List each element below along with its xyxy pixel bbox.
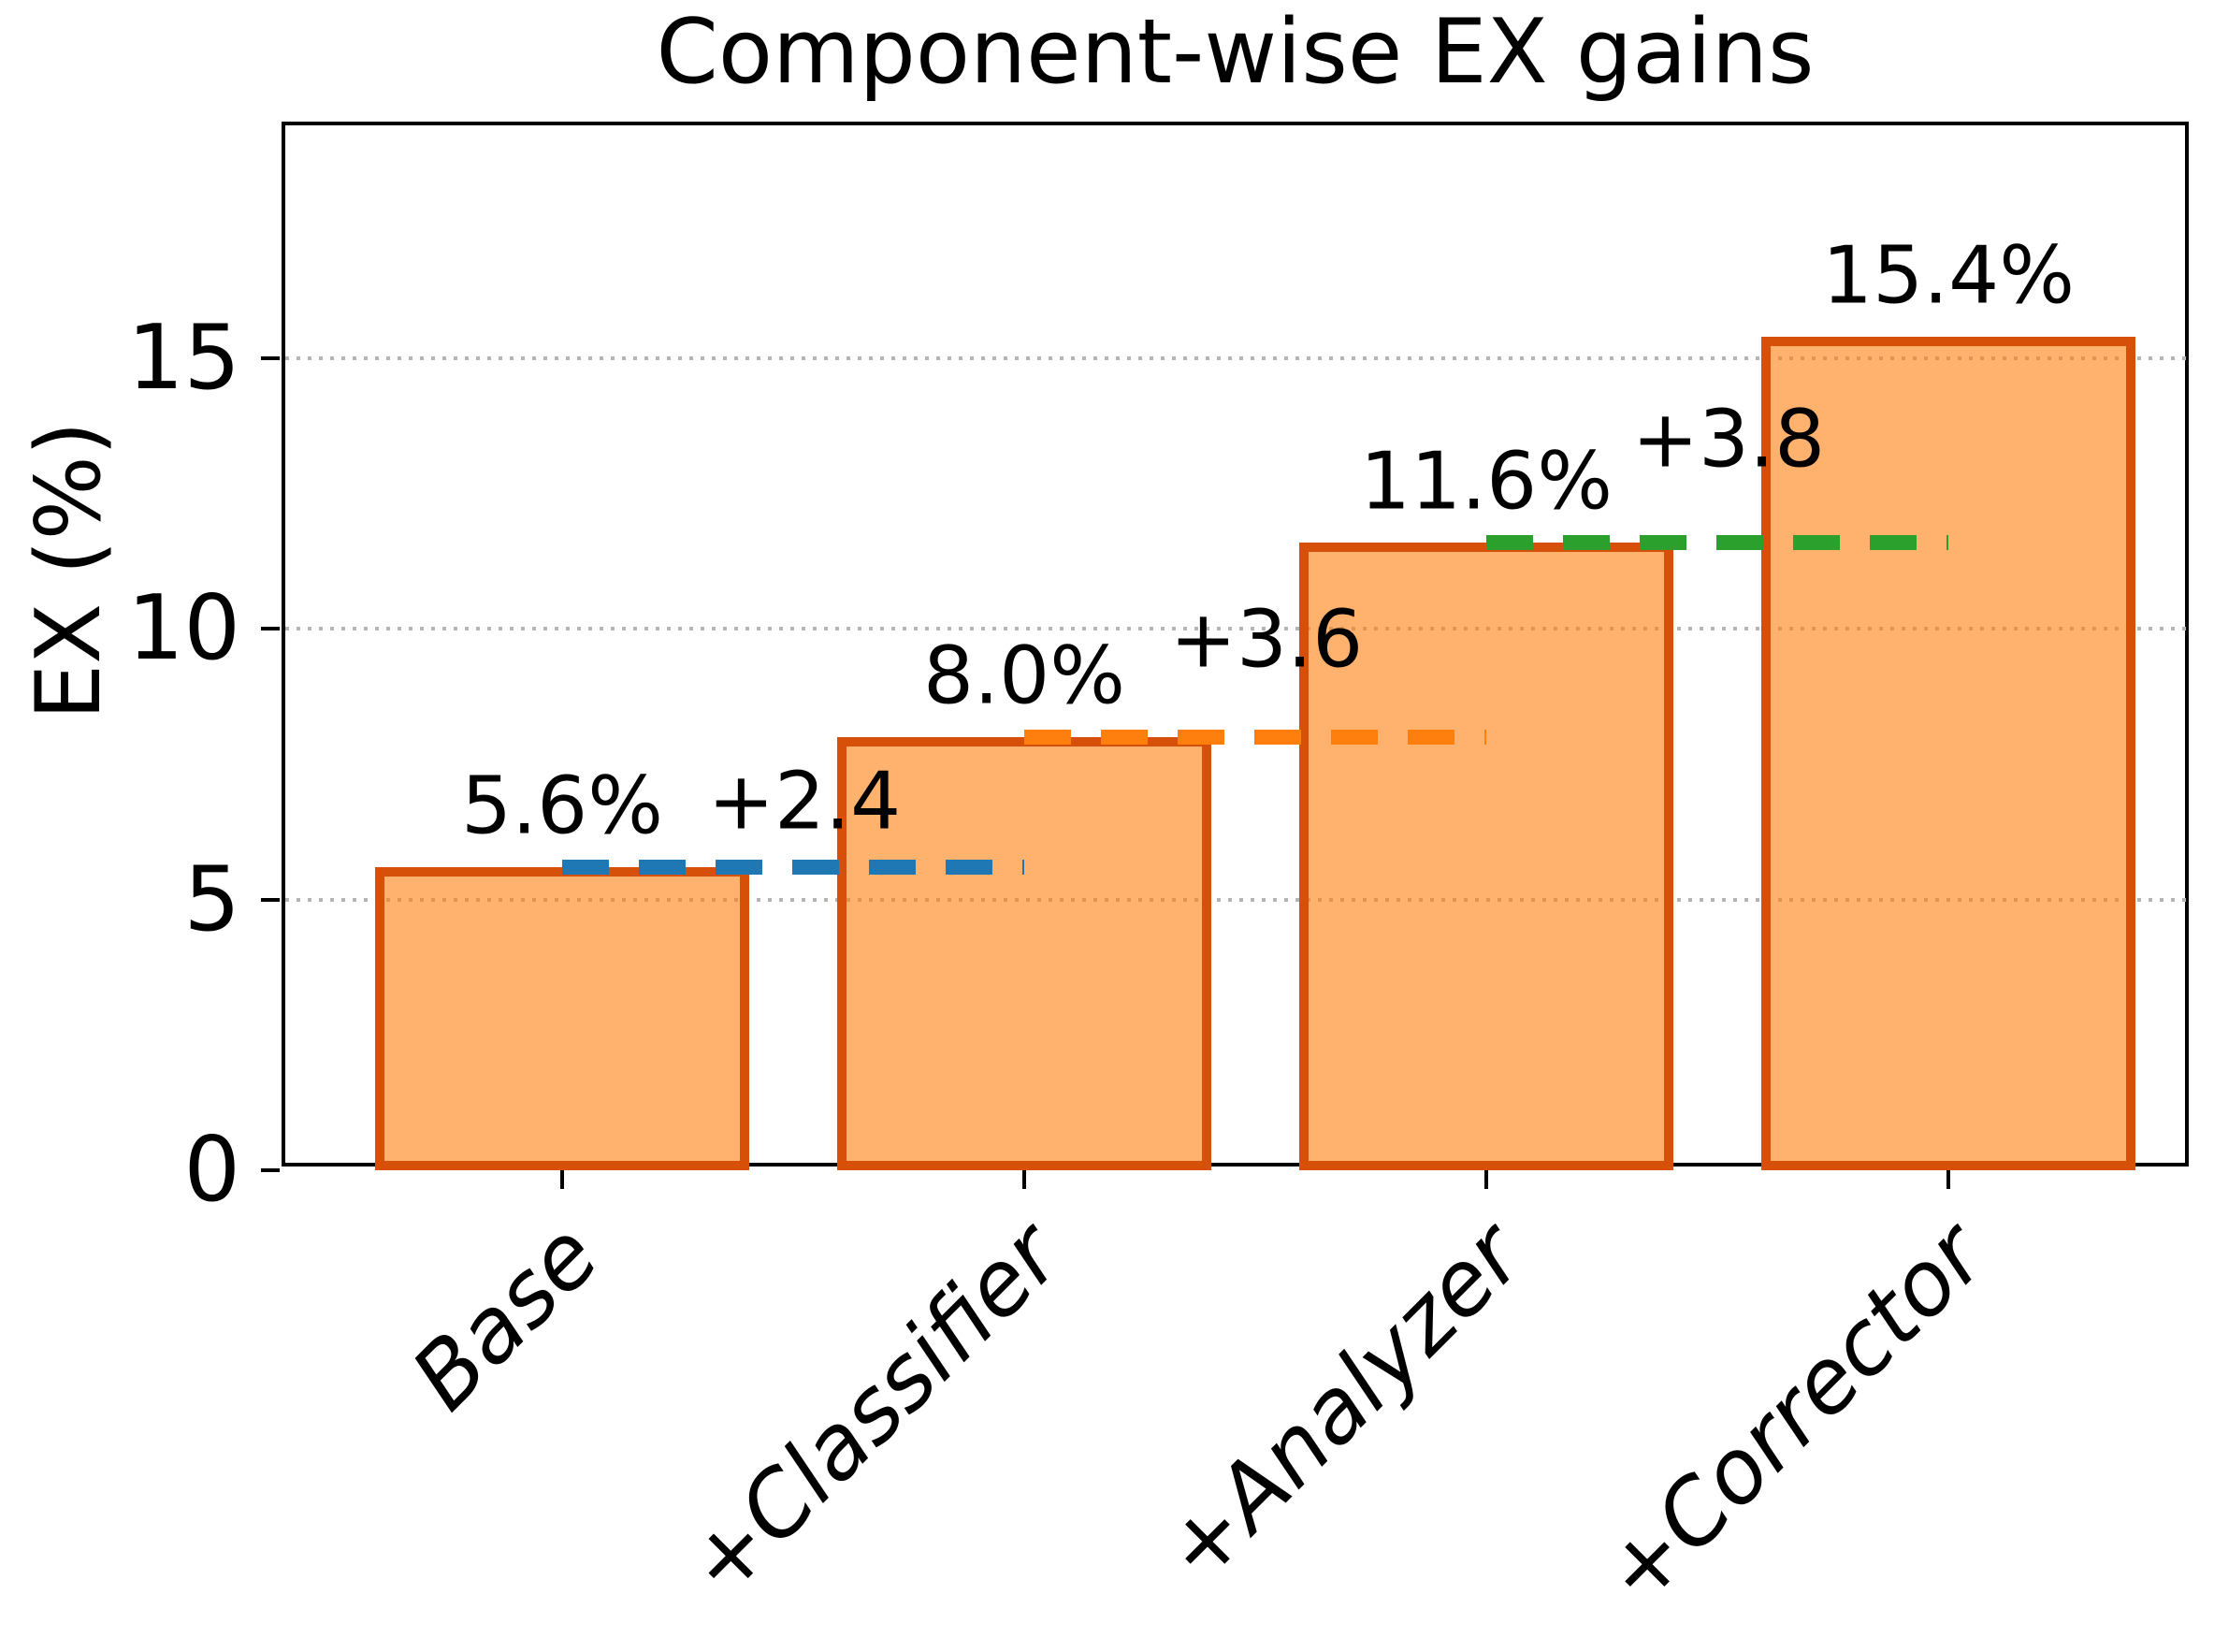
gain-label-1: +2.4 bbox=[707, 755, 902, 848]
gain-dash-3 bbox=[1486, 534, 1948, 550]
y-tick-10 bbox=[261, 627, 280, 631]
bar-value-label-base: 5.6% bbox=[461, 760, 663, 853]
y-tick-5 bbox=[261, 897, 280, 902]
x-tick-label-analyzer: +Analyzer bbox=[1143, 1204, 1542, 1603]
y-tick-label-5: 5 bbox=[183, 848, 240, 951]
x-tick-analyzer bbox=[1484, 1170, 1488, 1189]
y-tick-15 bbox=[261, 355, 280, 360]
x-tick-label-corrector: +Corrector bbox=[1583, 1204, 2004, 1626]
x-tick-label-base: Base bbox=[392, 1204, 618, 1430]
bar-value-label-classifier: 8.0% bbox=[923, 630, 1125, 723]
plot-area: 5.6% 8.0% 11.6% 15.4% +2.4 +3.6 +3.8 0 5 10 15 Base… bbox=[127, 122, 2192, 1626]
gain-label-3: +3.8 bbox=[1631, 393, 1826, 486]
x-tick-base bbox=[560, 1170, 564, 1189]
chart-title: Component-wise EX gains bbox=[656, 1, 1815, 104]
gain-dash-2 bbox=[1024, 729, 1486, 745]
gain-label-2: +3.6 bbox=[1169, 593, 1364, 687]
gridline-15 bbox=[285, 355, 2192, 360]
y-axis-label: EX (%) bbox=[18, 421, 121, 720]
gridline-5 bbox=[285, 897, 2192, 902]
bar-analyzer bbox=[1299, 542, 1673, 1170]
y-tick-label-0: 0 bbox=[183, 1119, 240, 1222]
gridline-10 bbox=[285, 627, 2192, 631]
bar-value-label-analyzer: 11.6% bbox=[1359, 435, 1613, 529]
y-tick-label-10: 10 bbox=[127, 577, 240, 681]
y-tick-label-15: 15 bbox=[127, 306, 240, 410]
gain-dash-1 bbox=[562, 859, 1024, 875]
x-tick-label-classifier: +Classifier bbox=[666, 1204, 1080, 1617]
bar-classifier bbox=[837, 736, 1211, 1170]
bar-value-label-corrector: 15.4% bbox=[1821, 229, 2076, 323]
x-tick-classifier bbox=[1022, 1170, 1026, 1189]
x-tick-corrector bbox=[1946, 1170, 1950, 1189]
bar-corrector bbox=[1761, 336, 2135, 1170]
bar-base bbox=[375, 866, 749, 1170]
y-tick-0 bbox=[261, 1168, 280, 1172]
